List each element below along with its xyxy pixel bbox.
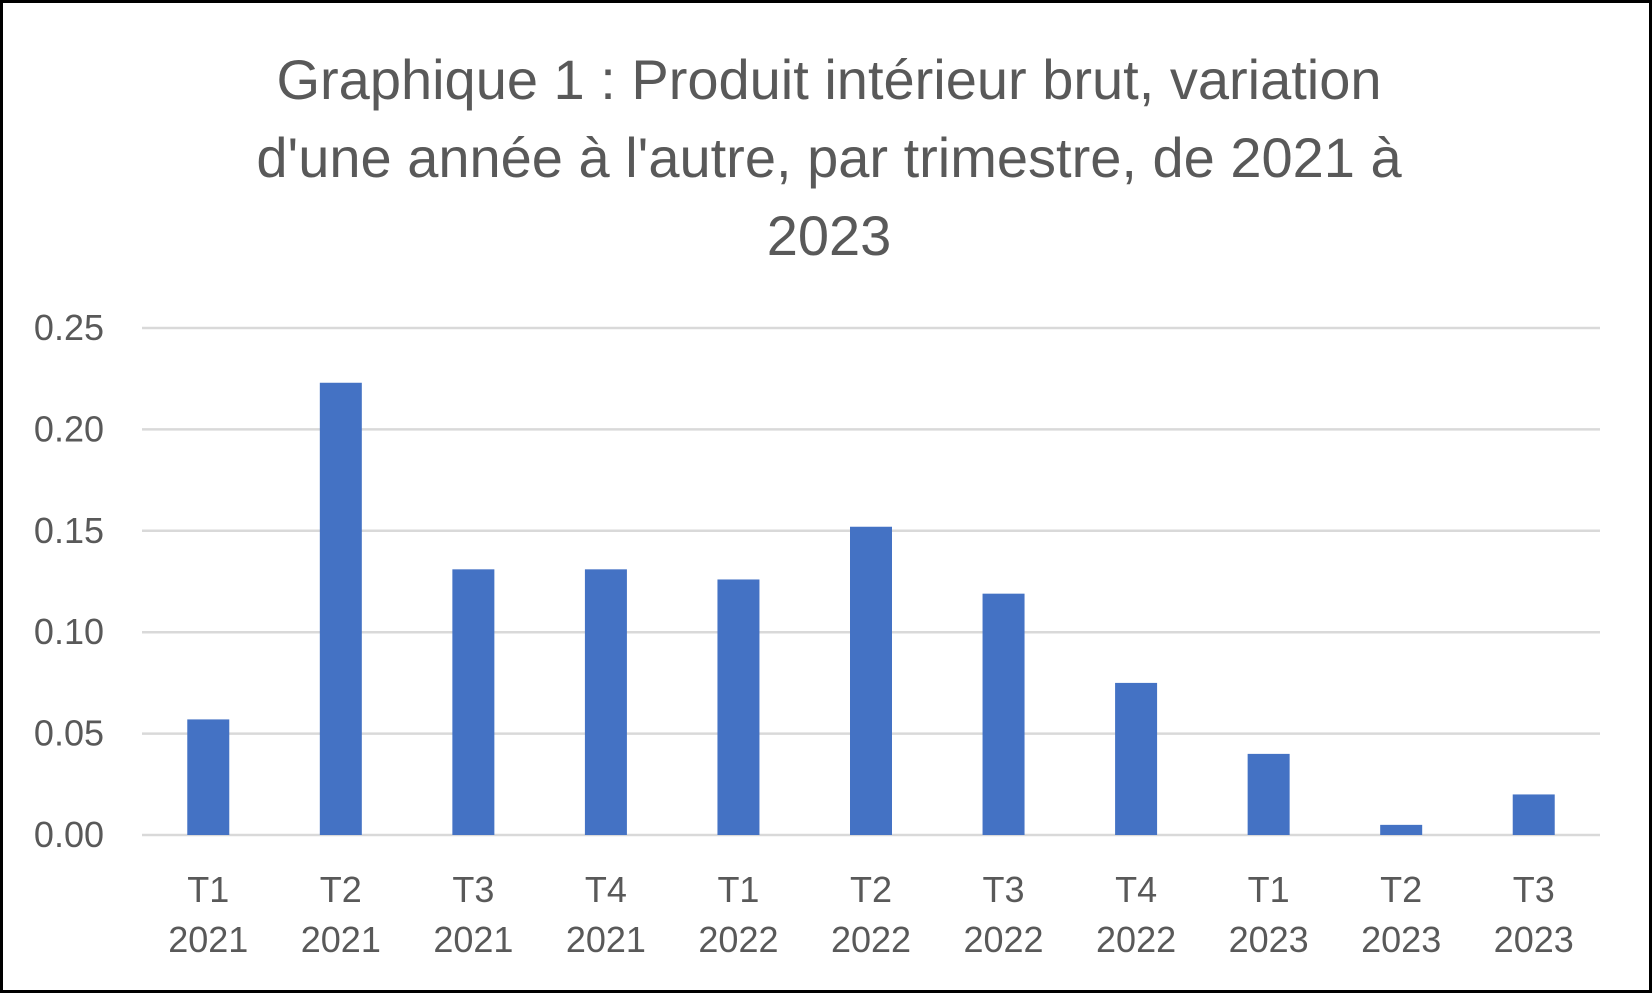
x-tick-label-year-7: 2022 bbox=[1096, 919, 1176, 960]
x-tick-label-quarter-9: T2 bbox=[1380, 869, 1422, 910]
y-tick-label-1: 0.05 bbox=[34, 713, 104, 754]
bar-2 bbox=[452, 569, 495, 835]
y-tick-label-5: 0.25 bbox=[34, 307, 104, 348]
bar-5 bbox=[850, 526, 892, 835]
y-tick-label-0: 0.00 bbox=[34, 814, 104, 855]
x-tick-label-quarter-4: T1 bbox=[717, 869, 759, 910]
y-tick-label-2: 0.10 bbox=[34, 611, 104, 652]
x-tick-label-quarter-8: T1 bbox=[1248, 869, 1290, 910]
x-tick-label-quarter-10: T3 bbox=[1513, 869, 1555, 910]
x-tick-label-quarter-7: T4 bbox=[1115, 869, 1157, 910]
x-tick-label-year-5: 2022 bbox=[831, 919, 911, 960]
x-tick-label-year-2: 2021 bbox=[433, 919, 513, 960]
x-tick-label-quarter-5: T2 bbox=[850, 869, 892, 910]
y-tick-label-3: 0.15 bbox=[34, 510, 104, 551]
bar-10 bbox=[1512, 794, 1555, 835]
x-tick-label-year-10: 2023 bbox=[1494, 919, 1574, 960]
bar-3 bbox=[584, 569, 627, 835]
bar-4 bbox=[717, 579, 760, 835]
x-tick-label-quarter-6: T3 bbox=[983, 869, 1025, 910]
chart-title-line-1: Graphique 1 : Produit intérieur brut, va… bbox=[276, 48, 1382, 111]
x-tick-label-year-4: 2022 bbox=[698, 919, 778, 960]
bar-7 bbox=[1115, 682, 1158, 835]
x-tick-label-year-0: 2021 bbox=[168, 919, 248, 960]
x-tick-label-year-6: 2022 bbox=[963, 919, 1043, 960]
bar-8 bbox=[1247, 753, 1290, 835]
x-tick-label-quarter-3: T4 bbox=[585, 869, 627, 910]
x-tick-label-year-8: 2023 bbox=[1229, 919, 1309, 960]
y-tick-label-4: 0.20 bbox=[34, 408, 104, 449]
bar-1 bbox=[319, 382, 362, 835]
chart-title-line-3: 2023 bbox=[766, 204, 892, 267]
chart-title: Graphique 1 : Produit intérieur brut, va… bbox=[183, 41, 1475, 275]
x-tick-label-year-3: 2021 bbox=[566, 919, 646, 960]
bar-0 bbox=[187, 719, 230, 835]
x-tick-label-quarter-2: T3 bbox=[452, 869, 494, 910]
bar-6 bbox=[982, 593, 1025, 835]
x-tick-label-quarter-1: T2 bbox=[320, 869, 362, 910]
bar-9 bbox=[1380, 824, 1423, 835]
chart-title-line-2: d'une année à l'autre, par trimestre, de… bbox=[256, 126, 1402, 189]
x-tick-label-quarter-0: T1 bbox=[187, 869, 229, 910]
x-tick-label-year-1: 2021 bbox=[301, 919, 381, 960]
x-tick-label-year-9: 2023 bbox=[1361, 919, 1441, 960]
